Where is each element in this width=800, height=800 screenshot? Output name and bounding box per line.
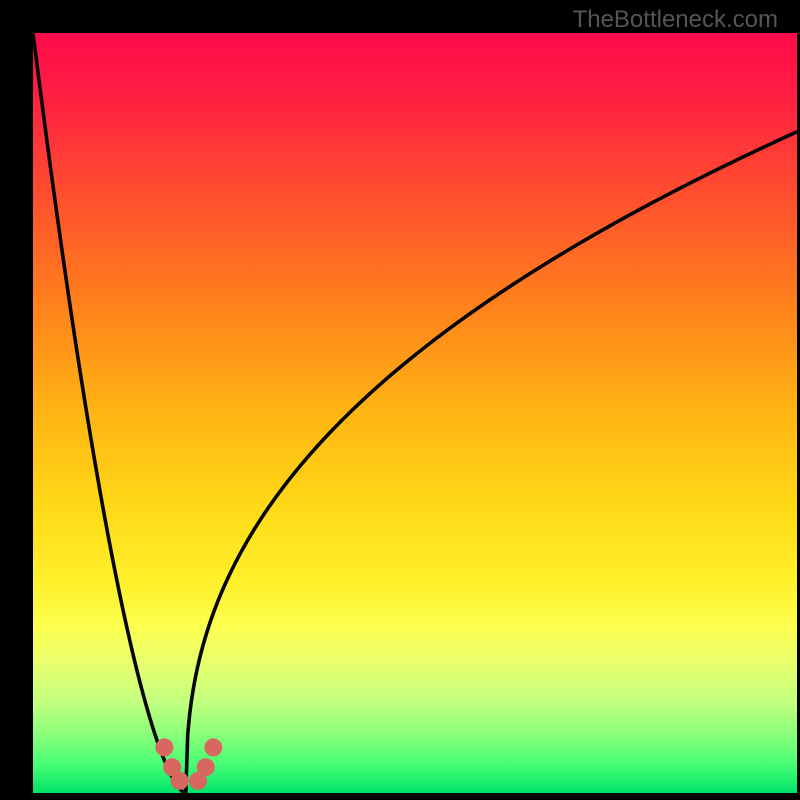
dip-marker (204, 738, 222, 756)
curve-path (33, 33, 797, 793)
plot-area (33, 33, 797, 793)
dip-marker (171, 772, 189, 790)
bottleneck-curve (33, 33, 797, 793)
watermark-text: TheBottleneck.com (573, 6, 778, 34)
dip-marker (155, 738, 173, 756)
dip-marker (197, 758, 215, 776)
